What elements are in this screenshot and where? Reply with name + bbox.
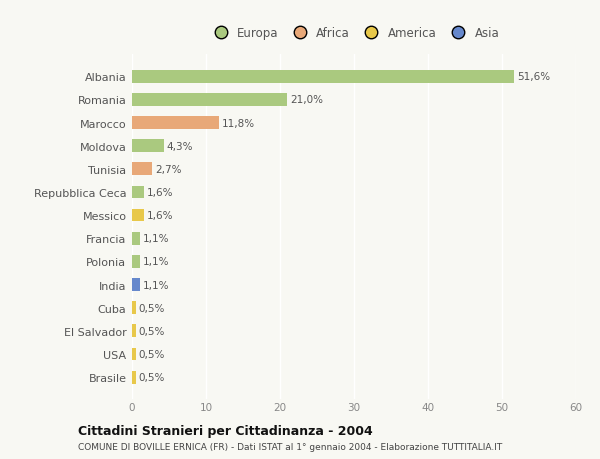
Text: 1,1%: 1,1% (143, 280, 170, 290)
Bar (132, 186, 144, 199)
Text: COMUNE DI BOVILLE ERNICA (FR) - Dati ISTAT al 1° gennaio 2004 - Elaborazione TUT: COMUNE DI BOVILLE ERNICA (FR) - Dati IST… (78, 442, 502, 451)
Text: 4,3%: 4,3% (167, 141, 193, 151)
Text: 0,5%: 0,5% (139, 349, 165, 359)
Text: 1,1%: 1,1% (143, 234, 170, 244)
Legend: Europa, Africa, America, Asia: Europa, Africa, America, Asia (205, 23, 503, 43)
Bar (132, 348, 136, 361)
Text: 0,5%: 0,5% (139, 303, 165, 313)
Text: 21,0%: 21,0% (290, 95, 323, 105)
Bar (132, 209, 144, 222)
Bar (132, 256, 140, 268)
Text: 51,6%: 51,6% (517, 72, 550, 82)
Text: Cittadini Stranieri per Cittadinanza - 2004: Cittadini Stranieri per Cittadinanza - 2… (78, 424, 373, 437)
Bar (132, 302, 136, 314)
Bar (132, 325, 136, 337)
Bar (132, 117, 220, 129)
Bar (132, 94, 287, 106)
Text: 0,5%: 0,5% (139, 372, 165, 382)
Bar (132, 163, 152, 176)
Text: 1,1%: 1,1% (143, 257, 170, 267)
Bar (132, 71, 514, 84)
Text: 11,8%: 11,8% (222, 118, 256, 128)
Bar (132, 279, 140, 291)
Text: 1,6%: 1,6% (147, 211, 173, 221)
Bar (132, 371, 136, 384)
Bar (132, 232, 140, 245)
Text: 1,6%: 1,6% (147, 188, 173, 197)
Bar (132, 140, 164, 153)
Text: 2,7%: 2,7% (155, 164, 181, 174)
Text: 0,5%: 0,5% (139, 326, 165, 336)
